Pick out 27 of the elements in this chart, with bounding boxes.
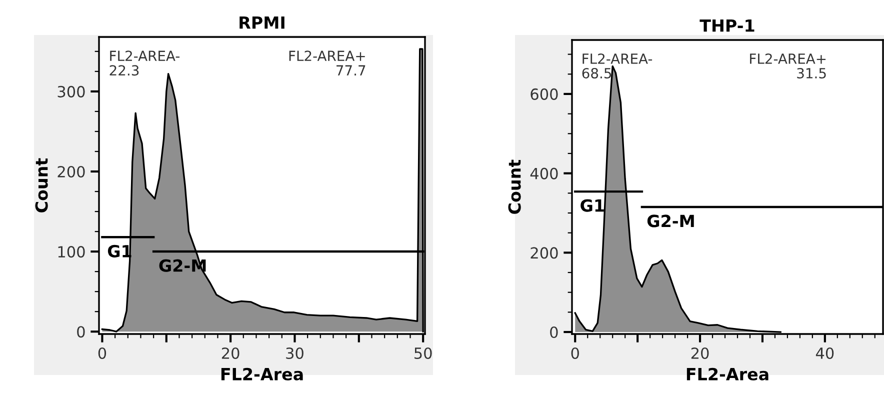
chart-title: THP-1 — [700, 20, 754, 32]
y-tick-label: 200 — [530, 247, 558, 259]
annotation: FL2-AREA+ 31.5 — [750, 53, 826, 78]
x-tick-label: 20 — [222, 347, 240, 360]
y-tick-label: 300 — [58, 86, 85, 98]
y-tick-label: 400 — [530, 168, 558, 180]
legend-label: G1 — [580, 199, 604, 212]
x-tick-label: 40 — [816, 347, 834, 360]
annotation: FL2-AREA- 22.3 — [110, 50, 180, 76]
x-tick-label: 30 — [286, 347, 304, 360]
x-axis-title: FL2-Area — [221, 368, 303, 380]
y-tick-label: 0 — [77, 326, 85, 338]
x-tick-label: 0 — [571, 347, 579, 360]
annotation: FL2-AREA- 68.5 — [582, 53, 652, 78]
x-tick-label: 50 — [414, 347, 432, 360]
annotation: FL2-AREA+ 77.7 — [289, 50, 366, 76]
y-tick-label: 0 — [550, 326, 558, 338]
y-tick-label: 200 — [58, 166, 85, 178]
x-axis-title: FL2-Area — [686, 368, 768, 380]
x-tick-label: 20 — [691, 347, 709, 360]
series-label: G2-M — [647, 214, 694, 228]
x-tick-label: 0 — [98, 347, 106, 360]
chart-title: RPMI — [240, 16, 284, 29]
y-axis-title: Count — [508, 160, 521, 214]
y-tick-label: 600 — [530, 88, 558, 100]
y-tick-label: 100 — [58, 246, 85, 258]
y-axis-title: Count — [35, 158, 48, 212]
